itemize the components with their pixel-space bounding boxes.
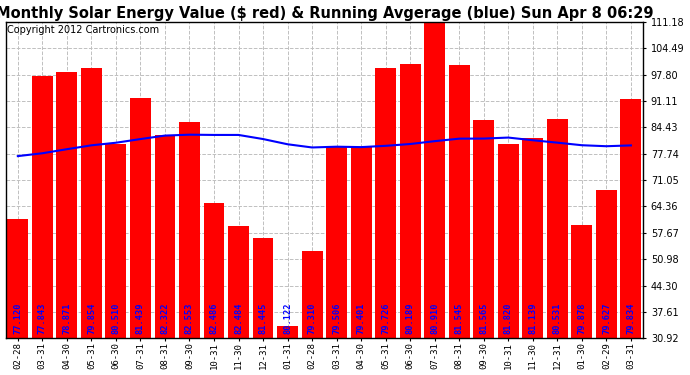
Bar	[498, 144, 519, 338]
Bar	[400, 64, 421, 338]
Text: 77.843: 77.843	[38, 303, 47, 334]
Text: 82.486: 82.486	[210, 303, 219, 334]
Title: Monthly Solar Energy Value ($ red) & Running Avgerage (blue) Sun Apr 8 06:29: Monthly Solar Energy Value ($ red) & Run…	[0, 6, 653, 21]
Bar	[8, 219, 28, 338]
Bar	[620, 99, 641, 338]
Bar	[522, 138, 543, 338]
Text: 82.484: 82.484	[234, 303, 243, 334]
Text: 81.139: 81.139	[529, 303, 538, 334]
Text: 79.310: 79.310	[308, 303, 317, 334]
Bar	[302, 251, 322, 338]
Bar	[253, 237, 273, 338]
Text: 82.553: 82.553	[185, 303, 194, 334]
Bar	[155, 135, 175, 338]
Bar	[228, 226, 249, 338]
Text: 80.910: 80.910	[431, 303, 440, 334]
Text: 80.510: 80.510	[111, 303, 121, 334]
Text: 79.854: 79.854	[87, 303, 96, 334]
Bar	[596, 190, 617, 338]
Bar	[130, 98, 151, 338]
Text: 78.871: 78.871	[62, 303, 71, 334]
Text: 80.531: 80.531	[553, 303, 562, 334]
Bar	[179, 122, 200, 338]
Text: 79.878: 79.878	[578, 303, 586, 334]
Text: 81.439: 81.439	[136, 303, 145, 334]
Bar	[57, 72, 77, 338]
Bar	[106, 144, 126, 338]
Bar	[351, 147, 372, 338]
Text: 81.445: 81.445	[259, 303, 268, 334]
Text: 79.834: 79.834	[627, 303, 635, 334]
Text: 80.122: 80.122	[283, 303, 292, 334]
Text: 79.401: 79.401	[357, 303, 366, 334]
Bar	[32, 76, 52, 338]
Bar	[473, 120, 494, 338]
Bar	[204, 202, 224, 338]
Text: 79.627: 79.627	[602, 303, 611, 334]
Bar	[81, 68, 102, 338]
Text: 81.820: 81.820	[504, 303, 513, 334]
Bar	[375, 68, 396, 338]
Bar	[277, 326, 298, 338]
Text: 80.189: 80.189	[406, 303, 415, 334]
Text: Copyright 2012 Cartronics.com: Copyright 2012 Cartronics.com	[7, 25, 159, 35]
Bar	[326, 147, 347, 338]
Bar	[547, 119, 568, 338]
Bar	[424, 18, 445, 338]
Text: 81.565: 81.565	[480, 303, 489, 334]
Text: 77.120: 77.120	[13, 303, 22, 334]
Bar	[571, 225, 592, 338]
Text: 79.506: 79.506	[332, 303, 341, 334]
Bar	[448, 65, 470, 338]
Text: 82.322: 82.322	[161, 303, 170, 334]
Text: 79.726: 79.726	[381, 303, 390, 334]
Text: 81.545: 81.545	[455, 303, 464, 334]
